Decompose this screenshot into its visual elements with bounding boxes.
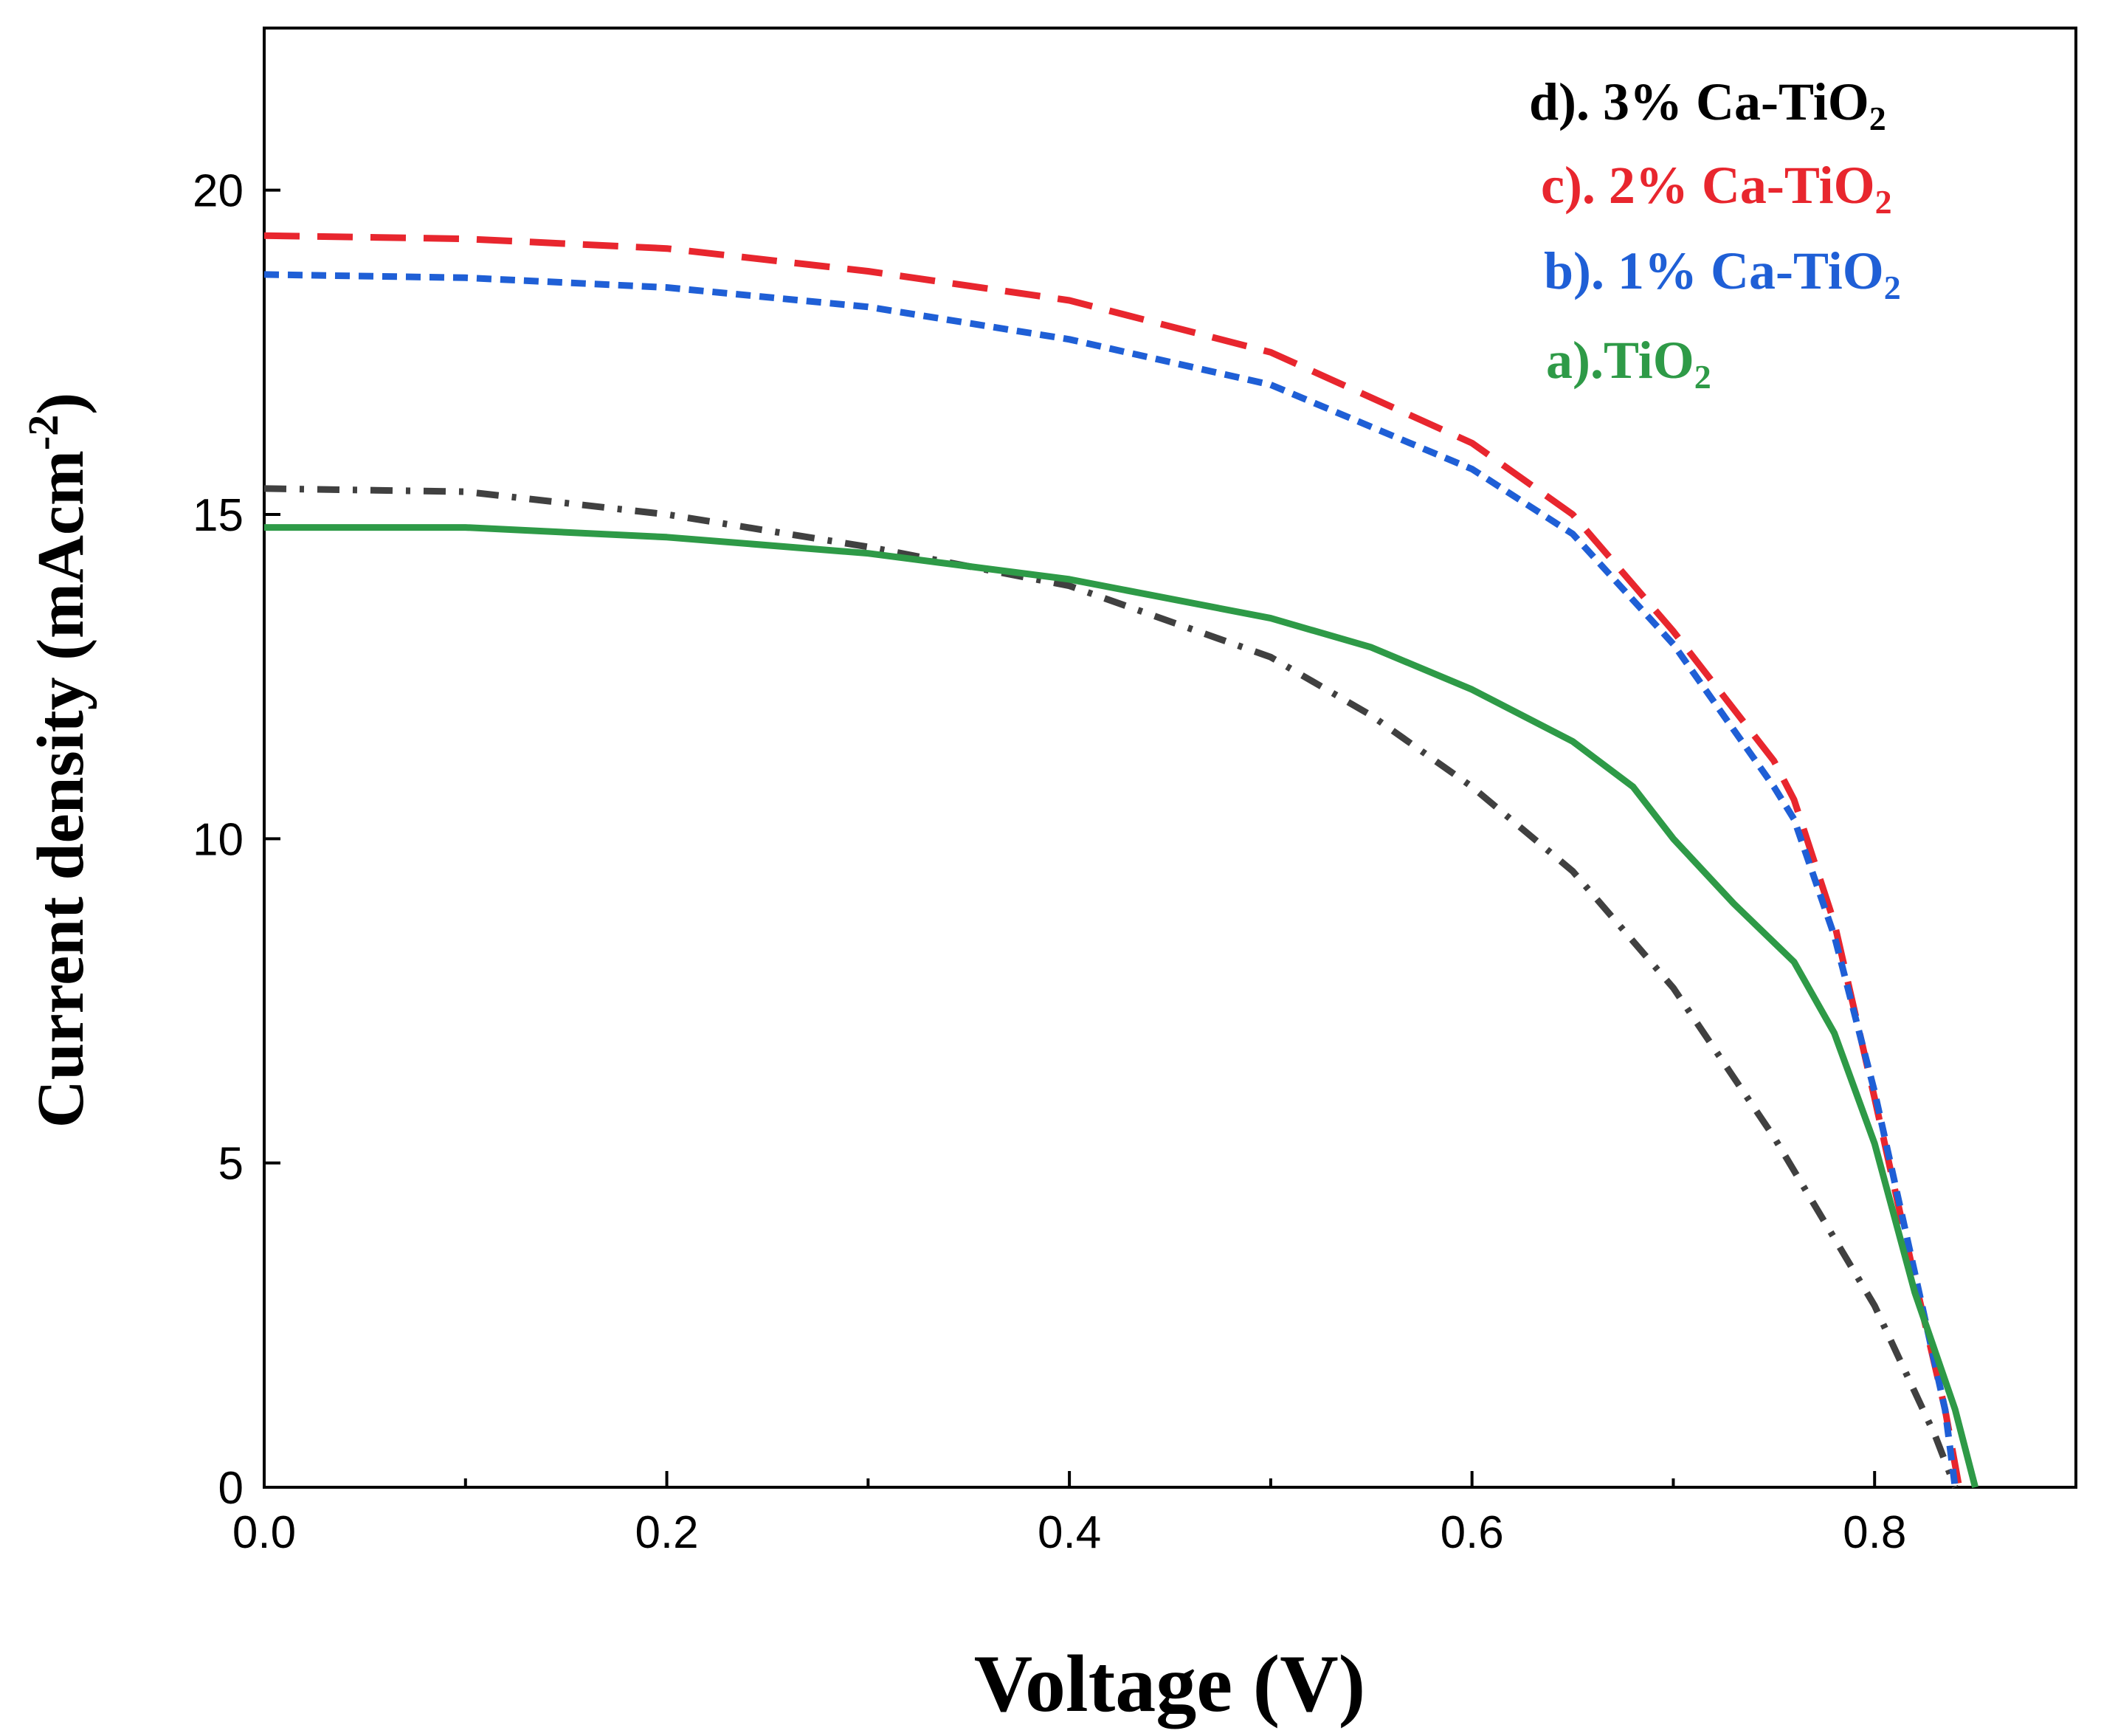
x-tick-label: 0.6: [1441, 1507, 1504, 1558]
series-line-0: [263, 485, 1959, 1489]
x-tick-label: 0.0: [232, 1507, 296, 1558]
x-tick-label: 0.4: [1038, 1507, 1101, 1558]
legend-entry-c: c). 2% Ca-TiO2: [1541, 156, 1892, 221]
y-axis-title: Current density (mAcm-2): [19, 393, 97, 1129]
x-tick-label: 0.2: [635, 1507, 698, 1558]
y-tick-label: 0: [218, 1463, 244, 1514]
y-axis-title-main: Current density (mAcm: [24, 450, 97, 1128]
y-tick-label: 15: [193, 490, 244, 541]
y-tick-label: 20: [193, 166, 244, 217]
legend-entry-d: d). 3% Ca-TiO2: [1529, 72, 1886, 137]
legend-label-a: a).TiO: [1546, 331, 1694, 390]
legend-subscript-c: 2: [1875, 183, 1892, 221]
series-layer: [263, 232, 1978, 1489]
plot-frame: [263, 27, 2077, 1489]
y-axis-title-close: ): [24, 393, 97, 415]
y-tick-label: 10: [193, 814, 244, 865]
legend-label-c: c). 2% Ca-TiO: [1541, 156, 1875, 215]
legend-subscript-d: 2: [1869, 100, 1886, 137]
x-axis-title: Voltage (V): [974, 1639, 1366, 1729]
legend: d). 3% Ca-TiO2 c). 2% Ca-TiO2 b). 1% Ca-…: [1529, 72, 1901, 396]
legend-entry-a: a).TiO2: [1546, 331, 1711, 396]
series-line-3: [264, 524, 1978, 1489]
legend-entry-b: b). 1% Ca-TiO2: [1544, 241, 1901, 306]
legend-subscript-b: 2: [1884, 269, 1901, 306]
legend-label-d: d). 3% Ca-TiO: [1529, 72, 1869, 131]
series-line-2: [263, 271, 1959, 1488]
series-line-1: [263, 232, 1963, 1488]
axis-ticks: 0.0 0.2 0.4 0.6 0.8 0 5 10 15 20: [193, 166, 2077, 1558]
y-tick-label: 5: [218, 1139, 244, 1190]
y-axis-title-superscript: -2: [19, 415, 67, 450]
legend-subscript-a: 2: [1694, 358, 1711, 396]
legend-label-b: b). 1% Ca-TiO: [1544, 241, 1884, 300]
x-tick-label: 0.8: [1843, 1507, 1906, 1558]
